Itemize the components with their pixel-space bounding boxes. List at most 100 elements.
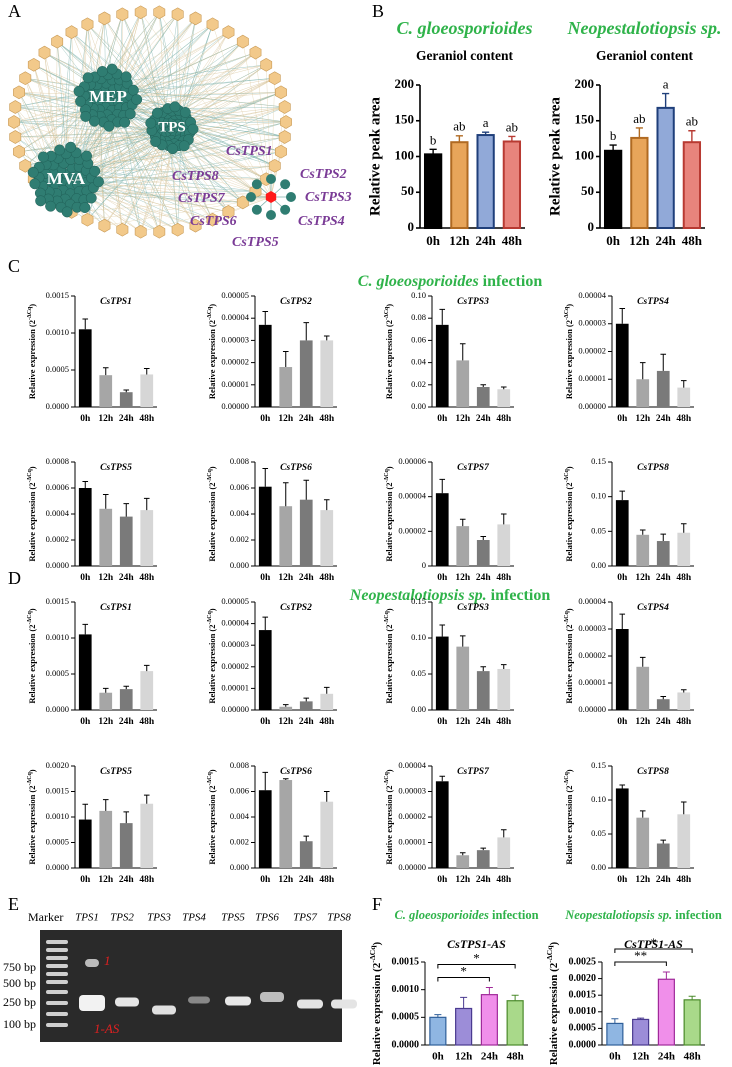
node: [274, 85, 287, 100]
bar: [656, 370, 670, 407]
y-axis-label: Relative expression (2-ΔCq): [207, 304, 217, 399]
node: [45, 200, 57, 212]
y-tick-label: 0.0006: [46, 482, 69, 492]
y-axis-label-base: Relative expression (2: [564, 785, 574, 864]
y-tick-label: 0.006: [230, 482, 249, 492]
bar: [656, 541, 670, 566]
heading-rest: infection: [672, 908, 722, 922]
y-axis-label-sup: -ΔCq: [27, 771, 33, 785]
x-tick-label: 48h: [496, 414, 512, 424]
bar: [476, 134, 495, 229]
y-tick-label: 0.0015: [569, 989, 597, 1000]
x-tick-label: 12h: [635, 414, 651, 424]
error-bar: [82, 481, 89, 488]
x-tick-label: 0h: [260, 717, 271, 727]
y-tick-label: 0.00000: [221, 704, 249, 714]
error-bar: [500, 386, 507, 390]
chart-title: CsTPS8: [637, 767, 669, 777]
gel-lane-label: TPS4: [182, 912, 206, 924]
gene-label: CsTPS1: [226, 144, 273, 159]
y-axis-label-base: Relative expression (2: [384, 624, 394, 703]
node: [13, 144, 26, 159]
error-bar: [459, 852, 466, 856]
bar: [258, 486, 272, 566]
error-bar: [439, 624, 446, 637]
y-axis-label: Relative expression (2-ΔCq): [384, 769, 394, 864]
bar: [435, 636, 449, 710]
node: [54, 144, 66, 156]
x-tick-label: 48h: [507, 1051, 524, 1063]
y-axis-label-sup: -ΔCq: [384, 610, 390, 624]
y-tick-label: 0.00000: [578, 704, 606, 714]
y-axis-label-sup: -ΔCq: [27, 306, 33, 320]
bar: [677, 814, 691, 868]
bar: [78, 634, 92, 710]
y-tick-label: 0: [588, 219, 595, 234]
bar: [258, 630, 272, 710]
x-tick-label: 48h: [139, 573, 155, 583]
y-axis-label-sup: -ΔCq: [368, 945, 377, 963]
edge: [105, 106, 285, 111]
x-tick-label: 12h: [98, 414, 114, 424]
network: MEP TPS MVA CsTPS1 CsTPS2 CsTPS3 CsTPS4 CsTPS5 C…: [8, 5, 352, 250]
heading-rest: infection: [487, 587, 551, 604]
bar: [279, 780, 293, 868]
bar: [320, 801, 334, 868]
y-tick-label: 0.0004: [46, 508, 70, 518]
y-tick-label: 0.15: [591, 760, 606, 770]
y-tick-label: 0.0015: [46, 785, 69, 795]
chart-title: CsTPS1: [100, 297, 132, 307]
x-tick-label: 12h: [635, 875, 651, 885]
bar: [456, 855, 470, 868]
bar: [258, 324, 272, 407]
gene-label: CsTPS8: [172, 169, 219, 184]
bar: [476, 671, 490, 710]
bar: [497, 524, 511, 566]
error-bar: [262, 468, 269, 487]
significance-letter: a: [663, 77, 669, 92]
node: [131, 94, 143, 105]
error-bar: [662, 971, 670, 980]
error-bar: [123, 811, 130, 824]
edge: [270, 151, 282, 198]
error-bar: [323, 499, 330, 511]
error-bar: [639, 362, 646, 380]
x-tick-label: 0h: [617, 573, 628, 583]
bar: [299, 841, 313, 868]
error-bar: [619, 784, 626, 789]
x-tick-label: 12h: [455, 875, 471, 885]
error-bar: [480, 847, 487, 851]
x-tick-label: 0h: [80, 875, 91, 885]
section-heading: Neopestalotiopsis sp. infection: [564, 908, 722, 922]
y-tick-label: 0.02: [411, 379, 426, 389]
error-bar: [639, 656, 646, 667]
node: [106, 63, 118, 75]
x-tick-label: 24h: [656, 875, 672, 885]
section-heading: Neopestalotiopsis sp. infection: [349, 587, 551, 604]
significance-label: **: [634, 948, 647, 963]
node: [145, 117, 157, 129]
x-tick-label: 12h: [455, 717, 471, 727]
significance-letter: b: [430, 132, 437, 147]
y-axis-label-end: ): [27, 466, 37, 469]
node: [96, 66, 108, 77]
y-tick-label: 0.0010: [569, 1006, 597, 1017]
y-axis-label: Relative expression (2-ΔCq): [27, 769, 37, 864]
gel-size-label: 100 bp: [3, 1017, 36, 1031]
y-tick-label: 0.10: [411, 290, 426, 300]
x-tick-label: 0h: [80, 414, 91, 424]
error-bar: [143, 497, 150, 511]
y-axis-label-sup: -ΔCq: [207, 771, 213, 785]
y-axis-label-end: ): [548, 942, 560, 946]
y-tick-label: 0.00000: [398, 862, 426, 872]
significance-bracket: [437, 963, 516, 969]
y-tick-label: 0.00: [411, 401, 426, 411]
y-tick-label: 0.000: [230, 560, 249, 570]
y-tick-label: 150: [395, 112, 415, 127]
y-tick-label: 0.002: [230, 836, 249, 846]
y-axis-label: Relative peak area: [547, 97, 563, 216]
gel-band: [46, 990, 68, 994]
y-axis-label-end: ): [207, 769, 217, 772]
y-tick-label: 0.0005: [392, 1012, 420, 1023]
x-tick-label: 0h: [609, 1051, 621, 1063]
